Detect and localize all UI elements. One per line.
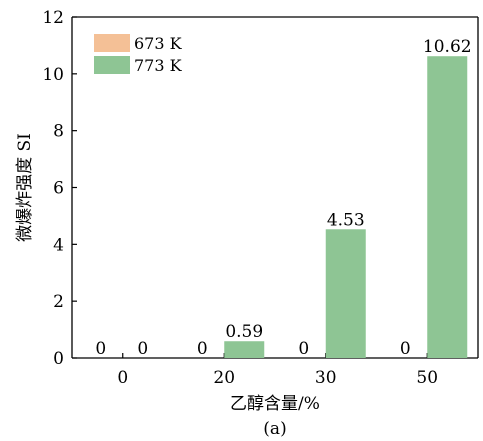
y-tick-label: 4 xyxy=(53,235,64,255)
data-label: 0 xyxy=(137,339,148,359)
data-label: 0 xyxy=(95,339,106,359)
data-label: 0.59 xyxy=(225,322,263,342)
x-tick-label: 30 xyxy=(315,368,337,388)
bar-773k xyxy=(325,229,366,358)
data-label: 0 xyxy=(400,339,411,359)
legend-label: 673 K xyxy=(134,34,183,53)
y-tick-label: 6 xyxy=(53,179,64,199)
y-tick-label: 10 xyxy=(42,65,64,85)
x-tick-label: 20 xyxy=(213,368,235,388)
bar-773k xyxy=(427,56,468,359)
figure-caption: (a) xyxy=(263,419,286,439)
y-tick-label: 2 xyxy=(53,292,64,312)
data-label: 0 xyxy=(298,339,309,359)
x-tick-label: 50 xyxy=(416,368,438,388)
data-label: 4.53 xyxy=(327,210,365,230)
data-label: 0 xyxy=(197,339,208,359)
legend-swatch xyxy=(94,56,130,74)
legend: 673 K 773 K xyxy=(94,34,183,75)
bar-773k xyxy=(224,341,265,358)
data-label: 10.62 xyxy=(423,37,472,57)
legend-swatch xyxy=(94,34,130,52)
legend-label: 773 K xyxy=(134,56,183,75)
x-axis-label: 乙醇含量/% xyxy=(230,394,320,414)
y-tick-label: 12 xyxy=(42,8,64,28)
y-axis-label: 微爆炸强度 SI xyxy=(15,133,35,242)
y-tick-label: 0 xyxy=(53,349,64,369)
x-tick-label: 0 xyxy=(117,368,128,388)
data-labels-group: 0 0 0 0.59 0 4.53 0 10.62 xyxy=(95,37,471,359)
y-tick-label: 8 xyxy=(53,122,64,142)
bars-group xyxy=(224,56,468,359)
